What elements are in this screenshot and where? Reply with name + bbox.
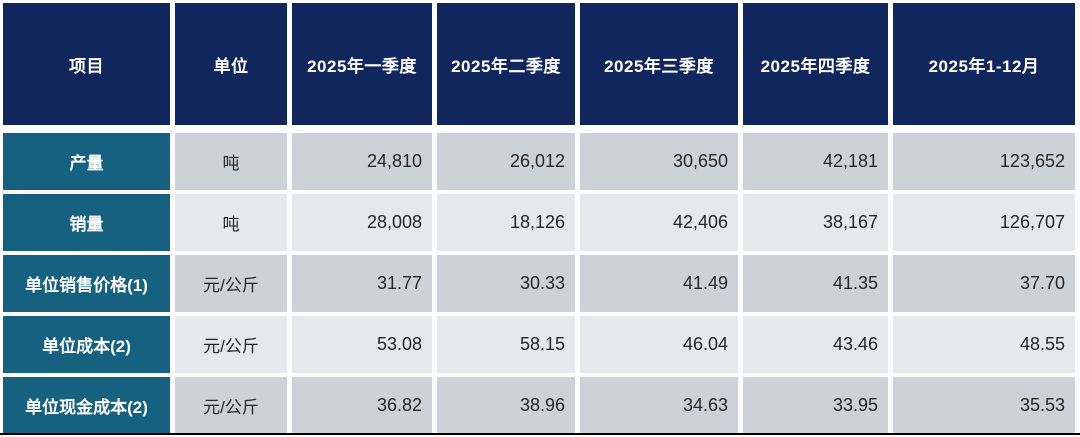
value-cell: 41.35 (743, 255, 888, 312)
value-cell: 34.63 (580, 377, 738, 434)
value-cell: 42,406 (580, 194, 738, 251)
value-cell: 41.49 (580, 255, 738, 312)
value-cell: 28,008 (292, 194, 432, 251)
value-cell: 30,650 (580, 133, 738, 190)
row-label-cell: 单位销售价格(1) (3, 255, 170, 312)
unit-cell: 元/公斤 (175, 255, 287, 312)
value-cell: 126,707 (893, 194, 1075, 251)
row-label-cell: 单位成本(2) (3, 316, 170, 373)
value-cell: 33.95 (743, 377, 888, 434)
bottom-border-line (0, 433, 1080, 435)
value-cell: 35.53 (893, 377, 1075, 434)
table-body: 产量吨 24,810 26,012 30,650 42,181 123,652 销量吨 28,… (3, 133, 1075, 434)
value-cell: 48.55 (893, 316, 1075, 373)
value-cell: 26,012 (437, 133, 575, 190)
value-cell: 53.08 (292, 316, 432, 373)
header-cell-q1: 2025年一季度 (292, 3, 432, 125)
row-label-cell: 销量 (3, 194, 170, 251)
value-cell: 46.04 (580, 316, 738, 373)
value-cell: 42,181 (743, 133, 888, 190)
value-cell: 37.70 (893, 255, 1075, 312)
value-cell: 24,810 (292, 133, 432, 190)
value-cell: 123,652 (893, 133, 1075, 190)
header-cell-unit: 单位 (175, 3, 287, 125)
row-label-cell: 产量 (3, 133, 170, 190)
value-cell: 30.33 (437, 255, 575, 312)
header-cell-q4: 2025年四季度 (743, 3, 888, 125)
table-header-row: 项目 单位 2025年一季度 2025年二季度 2025年三季度 2025年四季… (3, 3, 1075, 125)
header-cell-q3: 2025年三季度 (580, 3, 738, 125)
unit-cell: 元/公斤 (175, 377, 287, 434)
unit-cell: 吨 (175, 194, 287, 251)
value-cell: 58.15 (437, 316, 575, 373)
value-cell: 18,126 (437, 194, 575, 251)
header-cell-full-year: 2025年1-12月 (893, 3, 1075, 125)
header-cell-item: 项目 (3, 3, 170, 125)
unit-cell: 元/公斤 (175, 316, 287, 373)
header-cell-q2: 2025年二季度 (437, 3, 575, 125)
value-cell: 38.96 (437, 377, 575, 434)
value-cell: 38,167 (743, 194, 888, 251)
row-label-cell: 单位现金成本(2) (3, 377, 170, 434)
unit-cell: 吨 (175, 133, 287, 190)
value-cell: 43.46 (743, 316, 888, 373)
value-cell: 36.82 (292, 377, 432, 434)
value-cell: 31.77 (292, 255, 432, 312)
